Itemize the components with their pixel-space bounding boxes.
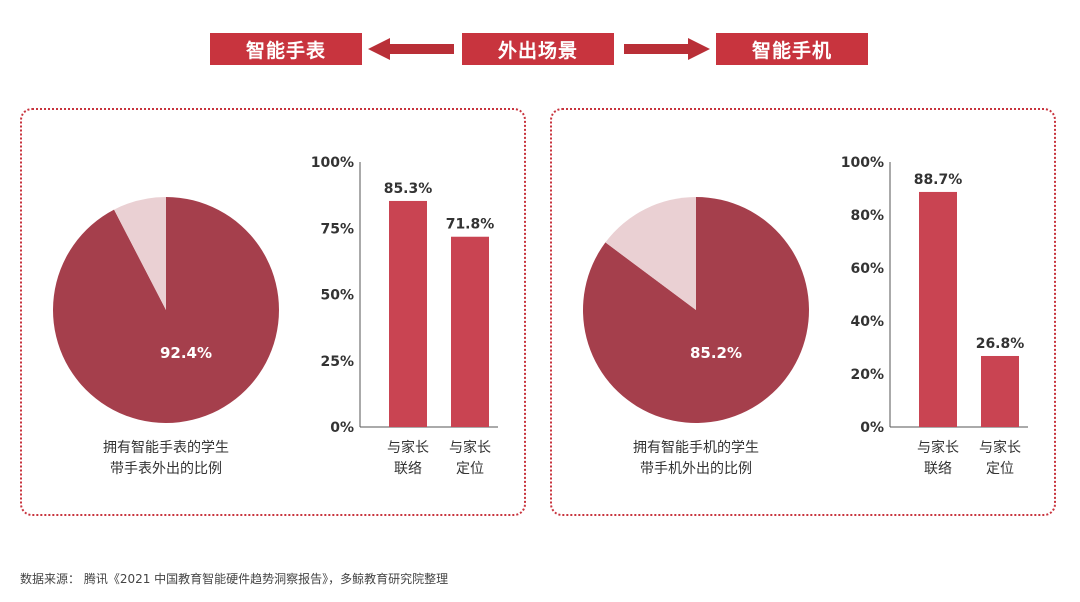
smartwatch-panel — [20, 108, 526, 516]
y-tick-label: 50% — [320, 288, 354, 304]
pie-caption-line: 带手机外出的比例 — [640, 461, 752, 477]
pie-slice — [114, 197, 166, 310]
y-tick-label: 60% — [850, 261, 884, 277]
y-tick-label: 75% — [320, 221, 354, 237]
arrow-right-icon — [624, 38, 710, 60]
arrow-left-icon — [368, 38, 454, 60]
header-left-text: 智能手表 — [245, 39, 326, 62]
bar-value-label: 85.3% — [384, 181, 433, 197]
bar-category-label: 与家长 定位 — [435, 438, 505, 480]
category-line: 联络 — [394, 461, 422, 477]
header-center-text: 外出场景 — [497, 39, 578, 62]
smartphone-panel — [550, 108, 1056, 516]
pie-slice-label: 92.4% — [160, 344, 212, 362]
category-line: 与家长 — [917, 440, 959, 456]
bar-category-label: 与家长 联络 — [373, 438, 443, 480]
bar-value-label: 71.8% — [446, 217, 495, 233]
pie-caption-line: 拥有智能手表的学生 — [103, 440, 229, 456]
bar — [389, 200, 427, 427]
y-tick-label: 100% — [841, 155, 884, 171]
bar-value-label: 88.7% — [914, 172, 963, 188]
category-line: 与家长 — [387, 440, 429, 456]
y-tick-label: 25% — [320, 354, 354, 370]
pie-caption-line: 带手表外出的比例 — [110, 461, 222, 477]
pie-slice — [605, 197, 696, 310]
y-tick-label: 0% — [330, 420, 354, 436]
header-center-label: 外出场景 — [462, 33, 614, 65]
y-tick-label: 100% — [311, 155, 354, 171]
category-line: 定位 — [986, 461, 1014, 477]
source-note: 数据来源： 腾讯《2021 中国教育智能硬件趋势洞察报告》，多鲸教育研究院整理 — [20, 572, 449, 586]
category-line: 联络 — [924, 461, 952, 477]
bar — [981, 355, 1019, 427]
category-line: 与家长 — [449, 440, 491, 456]
y-tick-label: 0% — [860, 420, 884, 436]
arrow-left-shape — [368, 38, 454, 60]
category-line: 定位 — [456, 461, 484, 477]
bar-category-label: 与家长 定位 — [965, 438, 1035, 480]
header-right-text: 智能手机 — [751, 39, 832, 62]
bar-category-label: 与家长 联络 — [903, 438, 973, 480]
bar — [919, 191, 957, 427]
bar-value-label: 26.8% — [976, 336, 1025, 352]
smartphone-pie-caption: 拥有智能手机的学生 带手机外出的比例 — [566, 438, 826, 480]
pie-slice — [582, 197, 809, 423]
smartwatch-pie-caption: 拥有智能手表的学生 带手表外出的比例 — [36, 438, 296, 480]
category-line: 与家长 — [979, 440, 1021, 456]
pie-slice-label: 85.2% — [690, 344, 742, 362]
arrow-right-shape — [624, 38, 710, 60]
pie-caption-line: 拥有智能手机的学生 — [633, 440, 759, 456]
y-tick-label: 80% — [850, 208, 884, 224]
y-tick-label: 20% — [850, 367, 884, 383]
y-tick-label: 40% — [850, 314, 884, 330]
bar — [451, 236, 489, 427]
header-right-label: 智能手机 — [716, 33, 868, 65]
header-left-label: 智能手表 — [210, 33, 362, 65]
